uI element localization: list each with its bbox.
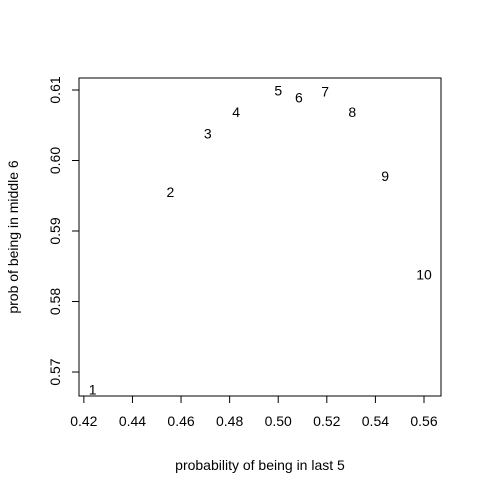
x-tick-label: 0.42: [70, 413, 97, 429]
point-label: 9: [381, 168, 389, 184]
x-tick-label: 0.48: [216, 413, 243, 429]
point-label: 5: [274, 83, 282, 99]
y-tick-label: 0.59: [47, 217, 63, 244]
point-label: 6: [295, 90, 303, 106]
y-tick-label: 0.60: [47, 147, 63, 174]
x-tick-label: 0.56: [410, 413, 437, 429]
point-labels: 1 2 3 4 5 6 7 8 9 10: [89, 83, 432, 398]
point-label: 4: [232, 104, 240, 120]
y-axis: 0.57 0.58 0.59 0.60 0.61: [47, 76, 80, 386]
point-label: 8: [348, 104, 356, 120]
point-label: 1: [89, 382, 97, 398]
y-tick-label: 0.61: [47, 76, 63, 103]
x-axis-title: probability of being in last 5: [175, 457, 345, 473]
point-label: 10: [416, 267, 432, 283]
y-axis-title: prob of being in middle 6: [5, 160, 21, 314]
point-label: 7: [321, 83, 329, 99]
x-tick-label: 0.52: [313, 413, 340, 429]
y-tick-label: 0.57: [47, 358, 63, 385]
x-tick-label: 0.44: [119, 413, 146, 429]
x-tick-label: 0.54: [362, 413, 389, 429]
x-tick-label: 0.50: [265, 413, 292, 429]
point-label: 2: [166, 184, 174, 200]
x-tick-label: 0.46: [167, 413, 194, 429]
y-tick-label: 0.58: [47, 288, 63, 315]
point-label: 3: [204, 126, 212, 142]
x-axis: 0.42 0.44 0.46 0.48 0.50 0.52 0.54 0.56: [70, 395, 438, 429]
plot-frame: [78, 77, 442, 397]
